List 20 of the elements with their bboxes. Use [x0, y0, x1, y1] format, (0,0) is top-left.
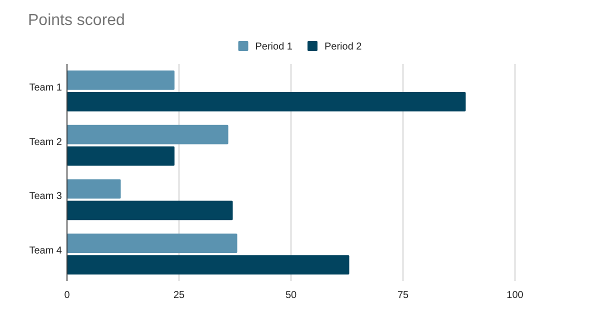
- bar: [67, 70, 175, 90]
- y-tick-label: Team 2: [29, 136, 62, 148]
- x-tick-label: 50: [285, 290, 297, 302]
- bar: [67, 200, 233, 220]
- legend-label: Period 1: [255, 42, 293, 52]
- x-tick-label: 0: [64, 290, 70, 302]
- x-tick-label: 100: [506, 290, 524, 302]
- y-tick-label: Team 1: [29, 82, 62, 94]
- chart-title: Points scored: [28, 12, 125, 29]
- bar: [67, 255, 350, 274]
- bar: [67, 146, 175, 166]
- y-tick-label: Team 4: [29, 246, 62, 257]
- y-tick-label: Team 3: [29, 191, 62, 202]
- legend-label: Period 2: [324, 42, 362, 52]
- x-tick-label: 75: [397, 290, 409, 302]
- bar: [67, 124, 228, 144]
- bar: [67, 92, 466, 112]
- bar: [67, 179, 121, 199]
- bar: [67, 234, 238, 254]
- x-tick-label: 25: [173, 290, 185, 302]
